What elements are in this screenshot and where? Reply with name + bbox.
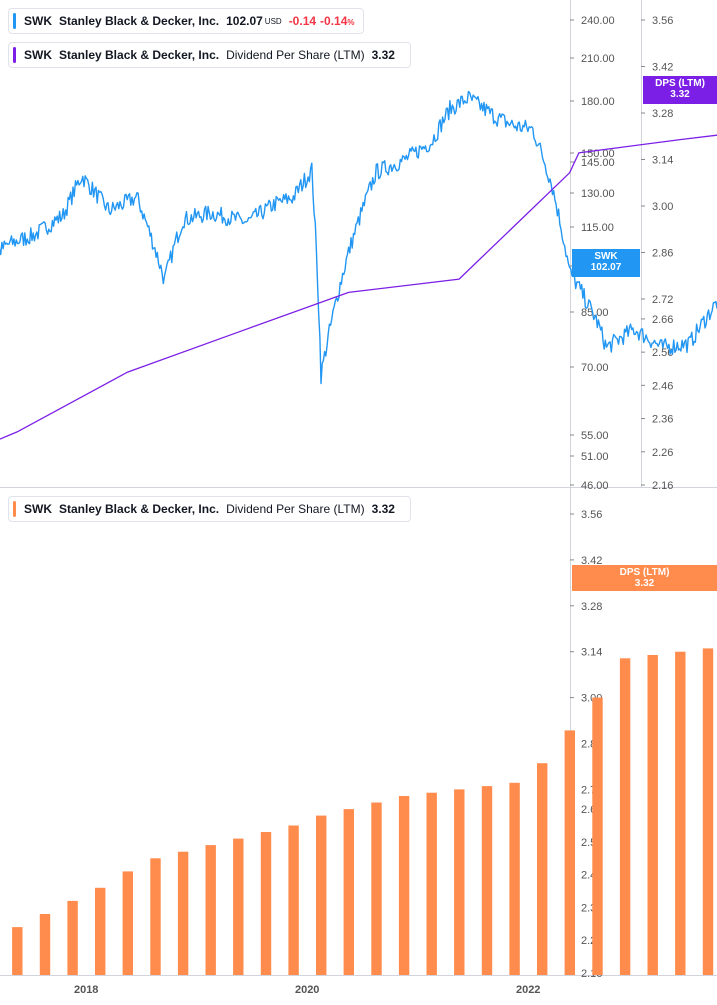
time-axis-label: 2020 bbox=[295, 984, 319, 996]
dps-bar bbox=[592, 697, 603, 975]
legend-dps-bottom[interactable]: SWK Stanley Black & Decker, Inc. Dividen… bbox=[8, 496, 411, 522]
legend-currency: USD bbox=[264, 16, 282, 26]
legend-dps-bottom-swatch bbox=[13, 501, 16, 517]
legend-price-value: 102.07 bbox=[226, 14, 263, 28]
legend-ticker: SWK bbox=[24, 48, 52, 62]
dps-bar bbox=[12, 927, 23, 975]
legend-dps-top-swatch bbox=[13, 47, 16, 63]
dps-axis-label-bottom: 3.14 bbox=[581, 647, 602, 659]
dps-axis-label-top: 2.66 bbox=[652, 314, 673, 326]
dps-bar bbox=[67, 900, 78, 975]
legend-price[interactable]: SWK Stanley Black & Decker, Inc. 102.07 … bbox=[8, 8, 364, 34]
dps-bar bbox=[537, 763, 548, 975]
dps-axis-label-top: 2.72 bbox=[652, 294, 673, 306]
dps-bar bbox=[454, 789, 465, 975]
price-axis-label: 46.00 bbox=[581, 480, 609, 492]
dps-axis-label-top: 3.14 bbox=[652, 155, 673, 167]
dps-bar bbox=[481, 786, 493, 975]
dps-bar bbox=[95, 887, 106, 975]
dps-axis-label-top: 2.16 bbox=[652, 480, 673, 492]
dps-bar bbox=[343, 809, 354, 975]
dps-axis-label-top: 2.46 bbox=[652, 380, 673, 392]
dps-bar bbox=[39, 914, 51, 975]
price-axis-label: 180.00 bbox=[581, 96, 615, 108]
legend-change: -0.14 bbox=[288, 14, 317, 28]
price-tag-label: SWK bbox=[594, 251, 618, 262]
dps-axis-label-bottom: 3.28 bbox=[581, 601, 602, 613]
price-series-line bbox=[0, 90, 717, 385]
dps-axis-label-top: 3.42 bbox=[652, 62, 673, 74]
dps-bar bbox=[619, 658, 631, 975]
legend-metric: Dividend Per Share (LTM) bbox=[226, 48, 365, 62]
legend-dps-value: 3.32 bbox=[371, 48, 395, 62]
dps-bar bbox=[205, 845, 216, 975]
dps-bottom-tag-label: DPS (LTM) bbox=[619, 567, 670, 578]
dps-axis-label-top: 3.28 bbox=[652, 108, 673, 120]
price-tag: SWK 102.07 bbox=[572, 249, 640, 277]
dps-top-tag-label: DPS (LTM) bbox=[655, 78, 705, 89]
price-axis-label: 85.00 bbox=[581, 307, 609, 319]
time-axis-label: 2018 bbox=[74, 984, 98, 996]
dps-bar bbox=[647, 655, 658, 975]
legend-company: Stanley Black & Decker, Inc. bbox=[59, 48, 220, 62]
legend-change-pct: -0.14% bbox=[320, 14, 355, 28]
dps-bar bbox=[122, 871, 133, 975]
time-axis-label: 2022 bbox=[516, 984, 540, 996]
dps-bar bbox=[509, 782, 520, 975]
dps-series-line bbox=[0, 134, 717, 440]
dps-bar bbox=[288, 825, 299, 975]
price-axis-label: 115.00 bbox=[581, 222, 614, 234]
price-axis-label: 51.00 bbox=[581, 451, 609, 463]
legend-dps-top[interactable]: SWK Stanley Black & Decker, Inc. Dividen… bbox=[8, 42, 411, 68]
price-axis-label: 145.00 bbox=[581, 157, 615, 169]
dps-bar bbox=[702, 648, 714, 975]
price-axis-label: 130.00 bbox=[581, 188, 615, 200]
dps-bar bbox=[371, 802, 382, 975]
dps-axis-label-top: 2.26 bbox=[652, 447, 673, 459]
legend-company: Stanley Black & Decker, Inc. bbox=[59, 502, 220, 516]
price-axis-label: 210.00 bbox=[581, 53, 615, 65]
dps-axis-label-top: 2.86 bbox=[652, 248, 673, 260]
legend-metric: Dividend Per Share (LTM) bbox=[226, 502, 365, 516]
price-axis-label: 55.00 bbox=[581, 430, 609, 442]
dps-bar bbox=[675, 651, 686, 975]
price-tag-value: 102.07 bbox=[590, 262, 622, 273]
dps-axis-label-top: 3.00 bbox=[652, 201, 673, 213]
dps-bar bbox=[150, 858, 161, 975]
dps-bar bbox=[260, 832, 272, 975]
dps-bar bbox=[564, 730, 575, 975]
price-axis-label: 240.00 bbox=[581, 15, 615, 27]
legend-price-swatch bbox=[13, 13, 16, 29]
dps-axis-label-bottom: 3.42 bbox=[581, 555, 602, 567]
dps-bar bbox=[316, 815, 327, 975]
legend-ticker: SWK bbox=[24, 14, 52, 28]
dps-top-tag: DPS (LTM) 3.32 bbox=[643, 76, 717, 104]
dps-axis-label-top: 2.56 bbox=[652, 347, 673, 359]
dps-axis-label-top: 3.56 bbox=[652, 15, 673, 27]
dps-bottom-tag: DPS (LTM) 3.32 bbox=[572, 565, 717, 591]
dps-bottom-tag-value: 3.32 bbox=[634, 578, 655, 589]
price-axis-label: 70.00 bbox=[581, 362, 609, 374]
dps-axis-label-bottom: 3.56 bbox=[581, 509, 602, 521]
legend-dps-value: 3.32 bbox=[371, 502, 395, 516]
dps-bar bbox=[426, 792, 437, 975]
dps-bar bbox=[233, 838, 244, 975]
dps-bar bbox=[398, 796, 410, 975]
dps-axis-label-top: 2.36 bbox=[652, 414, 673, 426]
dps-bar bbox=[177, 851, 189, 975]
legend-company: Stanley Black & Decker, Inc. bbox=[59, 14, 220, 28]
legend-ticker: SWK bbox=[24, 502, 52, 516]
dps-top-tag-value: 3.32 bbox=[670, 89, 690, 100]
